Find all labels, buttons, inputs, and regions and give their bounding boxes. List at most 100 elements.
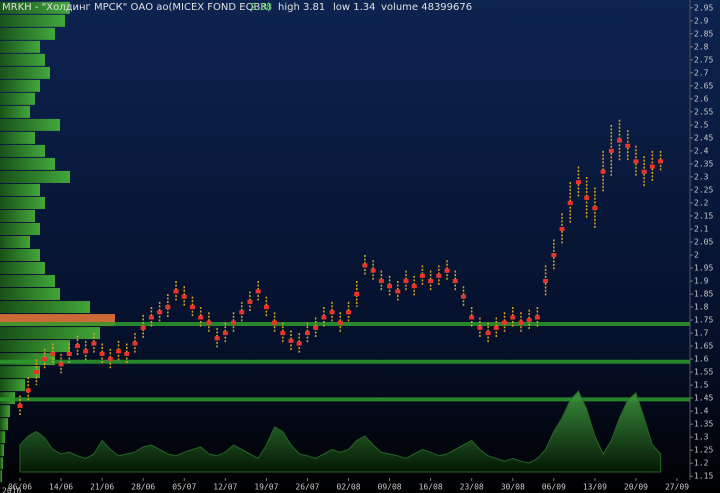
- close-mark: [617, 138, 623, 143]
- close-mark: [436, 273, 442, 278]
- profile-bar: [0, 275, 55, 288]
- y-tick-label: 2.65: [694, 81, 713, 90]
- y-tick-label: 2.3: [694, 172, 709, 181]
- y-tick-label: 1.4: [694, 407, 709, 416]
- profile-bar: [0, 131, 35, 144]
- profile-bar: [0, 470, 2, 483]
- close-mark: [633, 159, 639, 164]
- close-mark: [140, 325, 146, 330]
- close-mark: [649, 164, 655, 169]
- close-mark: [50, 351, 56, 356]
- x-tick-label: 05/07: [172, 483, 196, 492]
- x-tick-label: 16/08: [419, 483, 443, 492]
- close-mark: [641, 169, 647, 174]
- close-mark: [231, 320, 237, 325]
- y-tick-label: 1.35: [694, 420, 713, 429]
- close-mark: [74, 344, 80, 349]
- x-tick-label: 21/06: [90, 483, 114, 492]
- profile-bar: [0, 235, 30, 249]
- y-tick-label: 1.2: [694, 459, 709, 468]
- close-mark: [411, 284, 417, 289]
- y-tick-label: 1.8: [694, 303, 709, 312]
- y-tick-label: 2: [694, 251, 699, 260]
- close-mark: [247, 299, 253, 304]
- close-mark: [222, 331, 228, 336]
- profile-bar: [0, 366, 40, 379]
- close-mark: [255, 289, 261, 294]
- close-mark: [387, 284, 393, 289]
- close-mark: [608, 148, 614, 153]
- close-mark: [354, 292, 360, 297]
- close-mark: [66, 351, 72, 356]
- x-tick-label: 26/07: [295, 483, 319, 492]
- close-mark: [206, 320, 212, 325]
- y-tick-label: 2.75: [694, 55, 713, 64]
- y-tick-label: 2.35: [694, 159, 713, 168]
- close-mark: [493, 325, 499, 330]
- profile-bar: [0, 53, 45, 66]
- close-mark: [239, 310, 245, 315]
- profile-bar: [0, 183, 40, 196]
- close-mark: [91, 341, 97, 346]
- x-tick-label: 20/09: [624, 483, 648, 492]
- close-mark: [189, 305, 195, 310]
- close-mark: [148, 315, 154, 320]
- close-mark: [419, 273, 425, 278]
- x-tick-label: 02/08: [336, 483, 360, 492]
- y-tick-label: 2.95: [694, 3, 713, 12]
- x-tick-label: 23/08: [460, 483, 484, 492]
- close-mark: [288, 338, 294, 343]
- close-mark: [362, 263, 368, 268]
- close-mark: [124, 351, 130, 356]
- close-mark: [444, 268, 450, 273]
- close-mark: [198, 315, 204, 320]
- close-mark: [543, 279, 549, 284]
- close-mark: [526, 318, 532, 323]
- header-high: high 3.81: [278, 2, 325, 13]
- close-mark: [337, 320, 343, 325]
- y-tick-label: 1.75: [694, 316, 713, 325]
- close-mark: [625, 143, 631, 148]
- close-mark: [534, 315, 540, 320]
- close-mark: [567, 200, 573, 205]
- y-tick-label: 1.55: [694, 368, 713, 377]
- y-tick-label: 2.2: [694, 198, 709, 207]
- profile-bar: [0, 379, 25, 392]
- x-tick-label: 09/08: [378, 483, 402, 492]
- close-mark: [321, 315, 327, 320]
- close-mark: [42, 357, 48, 362]
- close-mark: [304, 331, 310, 336]
- y-tick-label: 2.55: [694, 107, 713, 116]
- close-mark: [370, 268, 376, 273]
- close-mark: [600, 169, 606, 174]
- profile-bar: [0, 14, 65, 27]
- close-mark: [107, 357, 113, 362]
- profile-bar: [0, 66, 50, 79]
- profile-bar: [0, 144, 45, 157]
- close-mark: [346, 310, 351, 315]
- y-tick-label: 2.6: [694, 94, 709, 103]
- close-mark: [296, 341, 302, 346]
- close-mark: [518, 320, 524, 325]
- x-tick-label: 13/09: [583, 483, 607, 492]
- profile-bar: [0, 40, 40, 53]
- profile-bar: [0, 92, 35, 105]
- profile-bar: [0, 222, 40, 235]
- y-tick-label: 2.1: [694, 224, 709, 233]
- year-label: 2010: [2, 487, 21, 493]
- close-mark: [592, 206, 598, 211]
- close-mark: [263, 305, 269, 310]
- close-mark: [83, 349, 89, 354]
- close-mark: [584, 195, 590, 200]
- close-mark: [403, 279, 409, 284]
- close-mark: [551, 253, 557, 258]
- close-mark: [510, 315, 516, 320]
- y-tick-label: 2.85: [694, 29, 713, 38]
- close-mark: [329, 310, 335, 315]
- y-tick-label: 1.65: [694, 342, 713, 351]
- y-tick-label: 1.15: [694, 472, 713, 481]
- profile-bar: [0, 157, 55, 170]
- close-mark: [452, 279, 458, 284]
- y-tick-label: 1.7: [694, 329, 709, 338]
